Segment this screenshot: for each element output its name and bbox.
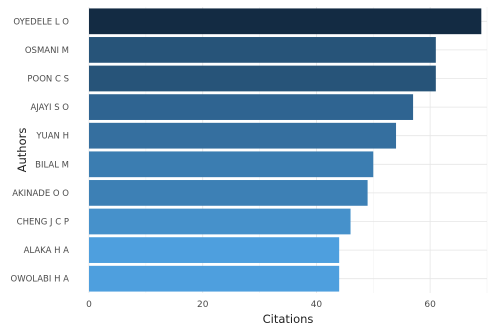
bar-ajayi-s-o <box>89 94 414 120</box>
y-axis-title: Authors <box>15 128 29 173</box>
bar-yuan-h <box>89 122 397 149</box>
x-tick-label: 40 <box>311 300 323 310</box>
category-label: AJAYI S O <box>30 103 69 113</box>
category-label: OSMANI M <box>25 46 69 56</box>
category-label: YUAN H <box>35 132 69 142</box>
category-label: ALAKA H A <box>24 246 70 256</box>
category-label: OWOLABI H A <box>11 275 70 285</box>
bar-oyedele-l-o <box>89 8 482 35</box>
x-tick-label: 0 <box>86 300 92 310</box>
bar-alaka-h-a <box>89 237 340 263</box>
category-label: AKINADE O O <box>12 189 69 199</box>
x-axis-title: Citations <box>263 312 314 326</box>
x-tick-label: 60 <box>424 300 436 310</box>
bar-poon-c-s <box>89 65 436 92</box>
bar-bilal-m <box>89 151 374 178</box>
bar-osmani-m <box>89 37 436 63</box>
category-labels: OYEDELE L O OSMANI M POON C S AJAYI S O YUAN… <box>11 17 70 284</box>
bars <box>89 8 482 292</box>
bar-owolabi-h-a <box>89 265 340 292</box>
category-label: CHENG J C P <box>17 218 69 228</box>
x-tick-label: 20 <box>197 300 209 310</box>
bar-akinade-o-o <box>89 180 368 206</box>
category-label: POON C S <box>27 75 69 85</box>
category-label: OYEDELE L O <box>13 17 69 27</box>
x-tick-labels: 0 20 40 60 <box>86 300 436 310</box>
category-label: BILAL M <box>35 160 69 170</box>
bar-cheng-j-c-p <box>89 208 351 235</box>
